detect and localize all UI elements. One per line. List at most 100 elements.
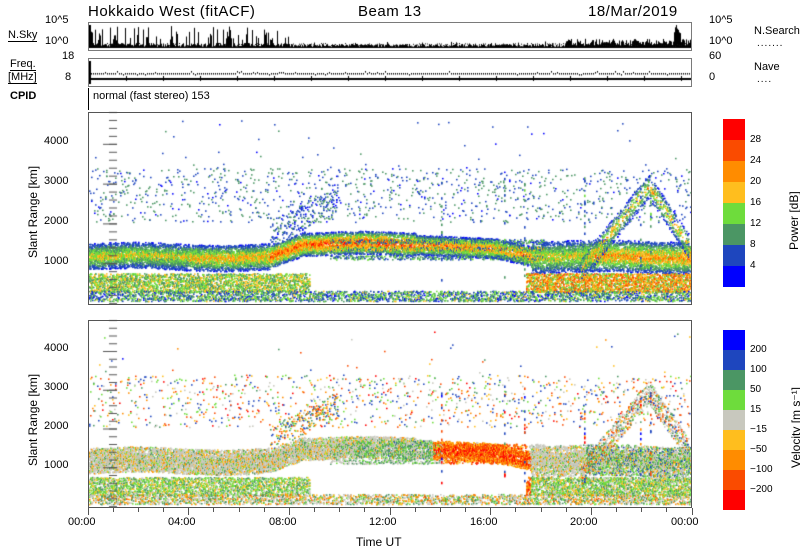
nsky-series-canvas [89, 23, 691, 50]
xaxis-minor-tick [414, 508, 416, 512]
xaxis-minor-tick [238, 508, 240, 512]
nave-tick-bottom: 0 [709, 71, 716, 83]
velocity-cbar-title: Velocity [m s⁻¹] [789, 386, 800, 468]
velocity-cbar-swatch [723, 370, 745, 390]
power-rti-canvas [89, 113, 691, 304]
xaxis-tickmarks [87, 508, 693, 516]
power-cbar-swatch [723, 182, 745, 203]
nsearch-linestyle-legend: ....... [757, 38, 784, 49]
power-ylabel: Slant Range [km] [26, 165, 40, 258]
power-cbar-swatch [723, 266, 745, 287]
velocity-cbar-swatch [723, 350, 745, 370]
beam-label: Beam 13 [358, 3, 422, 20]
velocity-ylabel: Slant Range [km] [26, 373, 40, 466]
freq-nave-series-canvas [89, 59, 691, 86]
date-label: 18/Mar/2019 [588, 3, 678, 20]
power-cbar-swatch [723, 119, 745, 140]
xtick-1: 04:00 [168, 516, 196, 528]
velocity-cbar-swatch [723, 490, 745, 510]
velocity-cbar-label-m100: −100 [750, 464, 773, 475]
power-axis-ticks [78, 109, 118, 309]
power-ytick-4000: 4000 [44, 135, 69, 147]
xaxis-major-tick [691, 508, 693, 515]
velocity-cbar-swatch [723, 410, 745, 430]
xaxis-major-tick [590, 508, 592, 515]
nsearch-label: N.Search [754, 25, 800, 37]
page-title: Hokkaido West (fitACF) [88, 3, 256, 20]
xaxis-minor-tick [515, 508, 517, 512]
power-cbar-label-12: 12 [750, 218, 762, 229]
nsearch-tick-top: 10^5 [709, 14, 733, 26]
velocity-ytick-2000: 2000 [44, 420, 69, 432]
velocity-ytick-4000: 4000 [44, 342, 69, 354]
power-cbar-swatch [723, 224, 745, 245]
xaxis-label: Time UT [356, 535, 402, 549]
cpid-label: CPID [10, 90, 37, 102]
velocity-rti-canvas [89, 321, 691, 507]
velocity-ytick-1000: 1000 [44, 459, 69, 471]
power-ytick-3000: 3000 [44, 175, 69, 187]
nave-linestyle-legend: .... [757, 74, 773, 85]
power-cbar-swatch [723, 203, 745, 224]
power-cbar-swatch [723, 140, 745, 161]
xtick-4: 16:00 [470, 516, 498, 528]
power-ytick-1000: 1000 [44, 255, 69, 267]
freq-left-label-line2: [MHz] [8, 71, 37, 84]
xaxis-minor-tick [439, 508, 441, 512]
power-cbar-label-24: 24 [750, 155, 762, 166]
power-colorbar [723, 119, 745, 287]
velocity-cbar-label-200: 200 [750, 344, 767, 355]
power-cbar-label-28: 28 [750, 134, 762, 145]
xtick-0: 00:00 [68, 516, 96, 528]
xaxis-major-tick [87, 508, 89, 515]
xaxis-minor-tick [112, 508, 114, 512]
xaxis-minor-tick [314, 508, 315, 512]
power-ytick-2000: 2000 [44, 215, 69, 227]
nsky-left-label: N.Sky [8, 29, 38, 42]
xaxis-minor-tick [263, 508, 265, 512]
power-cbar-label-20: 20 [750, 176, 762, 187]
freq-tick-bottom: 8 [65, 71, 72, 83]
velocity-cbar-label-15: 15 [750, 404, 762, 415]
velocity-colorbar [723, 330, 745, 510]
xaxis-minor-tick [339, 508, 341, 512]
velocity-cbar-label-m15: −15 [750, 424, 767, 435]
xaxis-minor-tick [666, 508, 668, 512]
xaxis-major-tick [389, 508, 391, 515]
velocity-cbar-swatch [723, 450, 745, 470]
nave-label: Nave [754, 61, 780, 73]
velocity-cbar-label-50: 50 [750, 384, 762, 395]
xaxis-minor-tick [364, 508, 366, 512]
xtick-2: 08:00 [269, 516, 297, 528]
nsky-tick-top: 10^5 [45, 14, 69, 26]
freq-left-label-line1: Freq. [10, 58, 36, 71]
xaxis-minor-tick [163, 508, 164, 512]
xtick-6: 00:00 [671, 516, 699, 528]
nsky-tick-bottom: 10^0 [45, 35, 69, 47]
xtick-3: 12:00 [369, 516, 397, 528]
velocity-cbar-swatch [723, 470, 745, 490]
xaxis-minor-tick [137, 508, 139, 512]
xaxis-major-tick [288, 508, 290, 515]
velocity-cbar-label-m200: −200 [750, 484, 773, 495]
power-cbar-label-4: 4 [750, 260, 756, 271]
xaxis-minor-tick [641, 508, 643, 512]
cpid-axis-line [88, 88, 89, 110]
xaxis-minor-tick [465, 508, 466, 512]
velocity-cbar-swatch [723, 390, 745, 410]
xaxis-minor-tick [616, 508, 617, 512]
velocity-cbar-swatch [723, 330, 745, 350]
power-cbar-swatch [723, 245, 745, 266]
freq-tick-top: 18 [62, 50, 75, 62]
xaxis-minor-tick [213, 508, 215, 512]
velocity-cbar-label-m50: −50 [750, 444, 767, 455]
velocity-cbar-swatch [723, 430, 745, 450]
nave-tick-top: 60 [709, 50, 722, 62]
cpid-value: normal (fast stereo) 153 [93, 90, 210, 102]
nsearch-tick-bottom: 10^0 [709, 35, 733, 47]
xaxis-minor-tick [540, 508, 542, 512]
xaxis-major-tick [188, 508, 190, 515]
velocity-cbar-label-100: 100 [750, 364, 767, 375]
xaxis-minor-tick [565, 508, 567, 512]
velocity-axis-ticks [78, 317, 118, 513]
